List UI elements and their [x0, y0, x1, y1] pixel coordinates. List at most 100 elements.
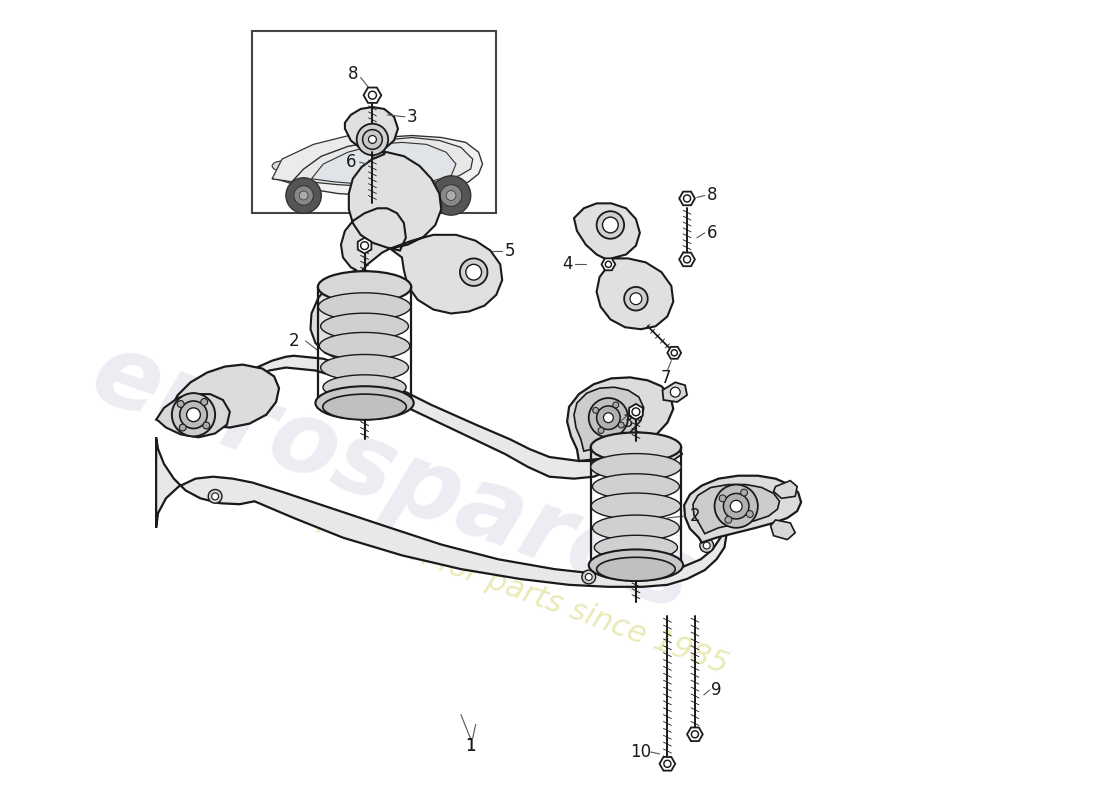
- Polygon shape: [684, 476, 801, 542]
- Circle shape: [703, 542, 711, 549]
- Circle shape: [177, 401, 184, 407]
- Polygon shape: [662, 382, 688, 402]
- Circle shape: [338, 336, 348, 346]
- Ellipse shape: [318, 293, 410, 320]
- Circle shape: [286, 178, 321, 213]
- Polygon shape: [170, 365, 279, 427]
- Circle shape: [368, 135, 376, 143]
- Polygon shape: [629, 404, 642, 420]
- Circle shape: [724, 494, 749, 519]
- Polygon shape: [272, 131, 397, 182]
- Circle shape: [613, 402, 618, 408]
- Circle shape: [730, 500, 743, 512]
- Circle shape: [172, 393, 216, 436]
- Polygon shape: [364, 87, 382, 103]
- Circle shape: [725, 516, 732, 523]
- Circle shape: [747, 510, 754, 518]
- Text: 10: 10: [630, 743, 651, 761]
- Polygon shape: [668, 347, 681, 358]
- Ellipse shape: [322, 394, 406, 420]
- Circle shape: [624, 287, 648, 310]
- Circle shape: [460, 258, 487, 286]
- Circle shape: [299, 191, 308, 200]
- Polygon shape: [156, 394, 230, 438]
- Circle shape: [356, 124, 388, 155]
- Circle shape: [368, 91, 376, 99]
- Circle shape: [588, 398, 628, 438]
- Polygon shape: [679, 253, 695, 266]
- Circle shape: [700, 538, 714, 552]
- Circle shape: [361, 242, 368, 250]
- Polygon shape: [693, 485, 780, 534]
- Polygon shape: [292, 138, 473, 186]
- Ellipse shape: [316, 386, 414, 420]
- Circle shape: [604, 413, 614, 422]
- Polygon shape: [574, 387, 644, 451]
- Polygon shape: [679, 192, 695, 206]
- Circle shape: [582, 570, 595, 584]
- Text: 3: 3: [623, 413, 634, 430]
- Circle shape: [179, 401, 207, 429]
- Ellipse shape: [594, 535, 678, 560]
- Circle shape: [683, 195, 691, 202]
- Text: 3: 3: [406, 108, 417, 126]
- Ellipse shape: [321, 354, 408, 381]
- Circle shape: [208, 490, 222, 503]
- Circle shape: [440, 185, 462, 206]
- Polygon shape: [574, 203, 673, 330]
- Ellipse shape: [321, 313, 408, 339]
- Polygon shape: [602, 258, 615, 270]
- Circle shape: [618, 422, 624, 428]
- Polygon shape: [272, 135, 483, 197]
- Ellipse shape: [272, 161, 292, 171]
- Text: a passion for parts since 1985: a passion for parts since 1985: [288, 494, 732, 679]
- Circle shape: [683, 256, 691, 263]
- Ellipse shape: [591, 454, 681, 480]
- Polygon shape: [310, 107, 503, 361]
- Circle shape: [605, 262, 612, 267]
- Text: 2: 2: [690, 507, 701, 525]
- Circle shape: [202, 422, 210, 429]
- Circle shape: [447, 190, 456, 201]
- Text: 2: 2: [288, 332, 299, 350]
- Circle shape: [664, 760, 671, 767]
- Circle shape: [740, 489, 748, 496]
- Text: 1: 1: [465, 737, 476, 755]
- Polygon shape: [568, 378, 673, 461]
- Circle shape: [211, 493, 219, 500]
- Circle shape: [596, 406, 620, 430]
- Circle shape: [715, 485, 758, 528]
- Circle shape: [363, 130, 383, 150]
- Polygon shape: [210, 356, 623, 478]
- Circle shape: [294, 186, 313, 206]
- Circle shape: [630, 293, 641, 305]
- Polygon shape: [660, 757, 675, 770]
- Circle shape: [333, 331, 353, 351]
- Circle shape: [593, 407, 598, 414]
- Text: 6: 6: [345, 153, 356, 171]
- Polygon shape: [656, 439, 682, 461]
- FancyBboxPatch shape: [253, 31, 496, 213]
- Text: 5: 5: [505, 242, 515, 259]
- Circle shape: [692, 730, 698, 738]
- Text: 9: 9: [712, 681, 722, 699]
- Text: 4: 4: [562, 255, 572, 274]
- Polygon shape: [688, 727, 703, 741]
- Circle shape: [664, 444, 674, 454]
- Circle shape: [179, 424, 186, 431]
- Text: eurospares: eurospares: [78, 325, 706, 633]
- Circle shape: [596, 211, 624, 238]
- Text: 1: 1: [465, 737, 476, 755]
- Circle shape: [201, 398, 208, 406]
- Circle shape: [603, 217, 618, 233]
- Ellipse shape: [593, 474, 680, 499]
- Circle shape: [187, 408, 200, 422]
- Circle shape: [465, 264, 482, 280]
- Polygon shape: [156, 438, 726, 587]
- Ellipse shape: [591, 433, 681, 462]
- Polygon shape: [771, 520, 795, 540]
- Ellipse shape: [593, 515, 680, 541]
- Polygon shape: [311, 142, 456, 185]
- Circle shape: [719, 495, 726, 502]
- Circle shape: [632, 408, 640, 416]
